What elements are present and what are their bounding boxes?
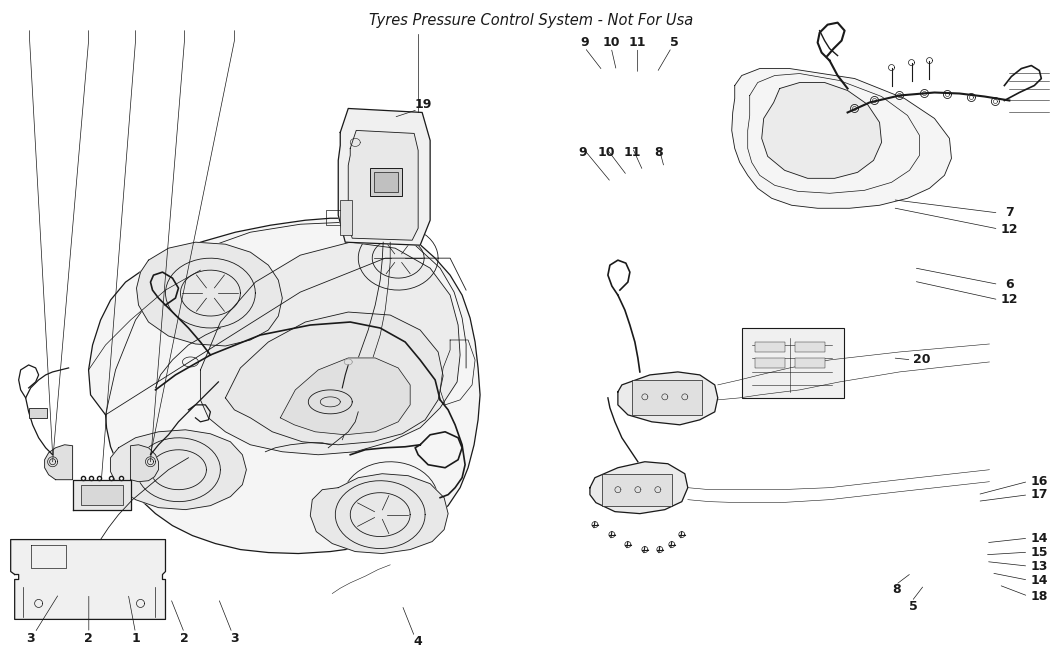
Polygon shape bbox=[45, 445, 72, 480]
Text: 14: 14 bbox=[1030, 532, 1048, 545]
Polygon shape bbox=[762, 82, 881, 179]
Bar bbox=[374, 173, 399, 192]
Text: 8: 8 bbox=[892, 583, 901, 596]
Polygon shape bbox=[281, 358, 410, 435]
Bar bbox=[602, 474, 672, 506]
Text: 15: 15 bbox=[1030, 546, 1048, 559]
Text: 10: 10 bbox=[603, 35, 620, 49]
Text: 12: 12 bbox=[1000, 293, 1018, 306]
Text: 17: 17 bbox=[1030, 488, 1048, 501]
Bar bbox=[340, 200, 352, 235]
Polygon shape bbox=[136, 242, 283, 346]
Polygon shape bbox=[731, 68, 951, 208]
Bar bbox=[81, 484, 122, 504]
Polygon shape bbox=[201, 242, 460, 455]
Text: 4: 4 bbox=[414, 635, 422, 648]
Text: 1: 1 bbox=[131, 632, 140, 645]
Polygon shape bbox=[11, 540, 166, 619]
Bar bbox=[755, 342, 784, 352]
Text: 8: 8 bbox=[655, 147, 663, 159]
Text: 5: 5 bbox=[909, 600, 918, 613]
Text: 12: 12 bbox=[1000, 223, 1018, 235]
Text: 19: 19 bbox=[415, 98, 432, 110]
Text: 2: 2 bbox=[84, 632, 94, 645]
Bar bbox=[742, 328, 844, 398]
Polygon shape bbox=[111, 429, 247, 510]
Polygon shape bbox=[131, 445, 158, 482]
Text: 14: 14 bbox=[1030, 574, 1048, 587]
Text: 20: 20 bbox=[913, 353, 931, 367]
Bar bbox=[370, 169, 402, 196]
Text: 18: 18 bbox=[1030, 589, 1048, 603]
Polygon shape bbox=[338, 108, 431, 245]
Bar bbox=[795, 342, 825, 352]
Text: Tyres Pressure Control System - Not For Usa: Tyres Pressure Control System - Not For … bbox=[369, 13, 694, 27]
Text: 9: 9 bbox=[578, 147, 587, 159]
Text: 3: 3 bbox=[230, 632, 238, 645]
Bar bbox=[795, 358, 825, 368]
Bar bbox=[755, 358, 784, 368]
Text: 10: 10 bbox=[597, 147, 614, 159]
Polygon shape bbox=[72, 480, 131, 510]
Polygon shape bbox=[618, 372, 718, 425]
Text: 7: 7 bbox=[1005, 207, 1014, 219]
Text: 13: 13 bbox=[1030, 560, 1048, 573]
Bar bbox=[29, 408, 47, 418]
Polygon shape bbox=[310, 474, 449, 553]
Bar bbox=[631, 380, 702, 415]
Text: 3: 3 bbox=[27, 632, 35, 645]
Text: 9: 9 bbox=[580, 35, 589, 49]
Text: 5: 5 bbox=[671, 35, 679, 49]
Text: 2: 2 bbox=[180, 632, 189, 645]
Polygon shape bbox=[349, 130, 418, 240]
Text: 6: 6 bbox=[1005, 278, 1013, 291]
Polygon shape bbox=[225, 312, 443, 445]
Text: 11: 11 bbox=[624, 147, 641, 159]
Text: 16: 16 bbox=[1030, 475, 1048, 488]
Polygon shape bbox=[590, 462, 688, 514]
Text: 11: 11 bbox=[629, 35, 646, 49]
Polygon shape bbox=[88, 218, 480, 553]
